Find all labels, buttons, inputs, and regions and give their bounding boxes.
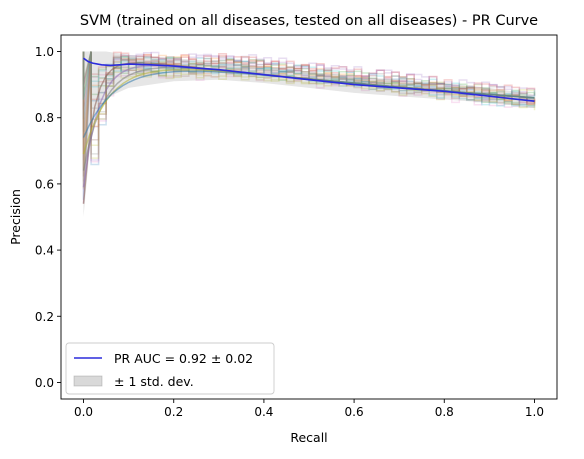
y-tick-label: 0.8 xyxy=(35,111,54,125)
x-axis-label: Recall xyxy=(290,430,327,445)
plot-area xyxy=(82,51,536,217)
fold-curve xyxy=(82,51,536,110)
y-tick-label: 0.4 xyxy=(35,244,54,258)
x-tick-label: 0.6 xyxy=(345,405,364,419)
legend-band-swatch xyxy=(73,375,103,387)
x-tick-label: 0.4 xyxy=(254,405,273,419)
fold-curve xyxy=(82,51,536,189)
legend-mean-label: PR AUC = 0.92 ± 0.02 xyxy=(114,351,253,366)
fold-curve xyxy=(82,51,536,99)
plot-frame xyxy=(60,34,558,400)
fold-curve xyxy=(82,51,536,155)
fold-curve xyxy=(82,51,536,94)
fold-curve xyxy=(82,51,536,204)
legend: PR AUC = 0.92 ± 0.02 ± 1 std. dev. xyxy=(65,342,275,395)
fold-curve xyxy=(82,51,536,98)
fold-curve xyxy=(82,51,536,200)
x-tick-label: 0.0 xyxy=(74,405,93,419)
fold-curve xyxy=(82,51,536,161)
legend-box xyxy=(65,342,275,395)
legend-band-label: ± 1 std. dev. xyxy=(114,374,194,389)
y-tick-label: 1.0 xyxy=(35,45,54,59)
std-band xyxy=(83,51,535,217)
x-tick-label: 1.0 xyxy=(525,405,544,419)
mean-curve-layer xyxy=(83,57,535,102)
x-axis-ticks: 0.0 0.2 0.4 0.6 0.8 1.0 xyxy=(74,399,544,419)
std-band-layer xyxy=(83,51,535,217)
chart-title: SVM (trained on all diseases, tested on … xyxy=(80,13,538,29)
x-tick-label: 0.2 xyxy=(164,405,183,419)
y-tick-label: 0.0 xyxy=(35,376,54,390)
mean-pr-curve xyxy=(83,57,535,102)
y-axis-label: Precision xyxy=(8,189,23,245)
y-axis-ticks: 0.0 0.2 0.4 0.6 0.8 1.0 xyxy=(35,45,61,390)
y-tick-label: 0.6 xyxy=(35,177,54,191)
x-tick-label: 0.8 xyxy=(435,405,454,419)
y-tick-label: 0.2 xyxy=(35,310,54,324)
